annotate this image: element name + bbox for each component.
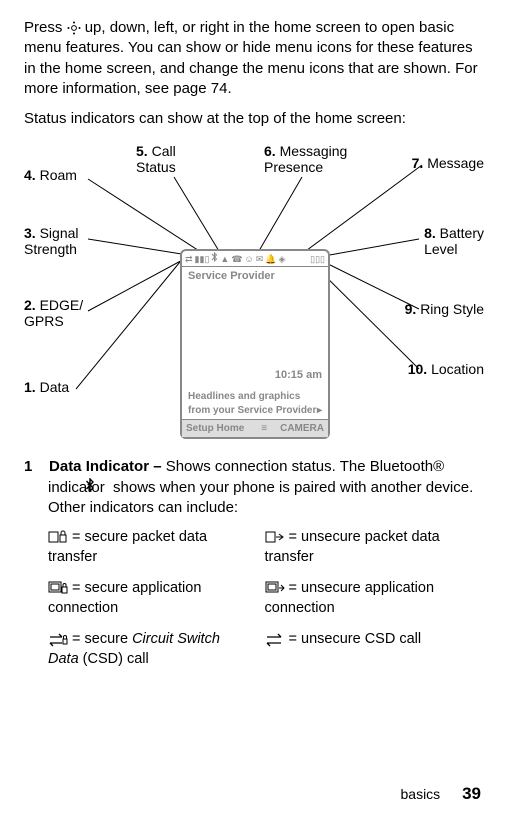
softkey-left: Setup Home [186, 422, 244, 436]
callout-1: 1. Data [24, 379, 69, 395]
callout-2: 2. EDGE/ GPRS [24, 297, 83, 329]
ring-icon: 🔔 [265, 253, 276, 265]
unsecure-csd-icon [265, 631, 285, 647]
callout-7: 7. Message [412, 155, 484, 171]
intro-paragraph-1: Press up, down, left, or right in the ho… [24, 18, 481, 99]
section-1: 1 Data Indicator – Shows connection stat… [24, 457, 481, 518]
row-unsecure-csd: = unsecure CSD call [265, 630, 472, 650]
clock: 10:15 am [275, 368, 322, 383]
footer-page: 39 [462, 784, 481, 803]
intro-text-a: Press [24, 19, 62, 36]
row-unsecure-app: = unsecure application connection [265, 579, 472, 618]
page-footer: basics 39 [401, 783, 482, 806]
ticker: Headlines and graphics from your Service… [188, 390, 322, 417]
callout-10: 10. Location [408, 361, 484, 377]
unsecure-app-icon [265, 580, 285, 596]
home-screen-diagram: 4. Roam 5. Call Status 6. Messaging Pres… [24, 139, 484, 449]
unsecure-packet-icon [265, 529, 285, 545]
indicator-col-right: = unsecure packet data transfer = unsecu… [265, 528, 482, 681]
callout-9: 9. Ring Style [405, 301, 484, 317]
footer-section: basics [401, 786, 441, 802]
service-provider: Service Provider [188, 269, 275, 284]
menu-icon: ≡ [261, 422, 263, 436]
roam-icon: ▲ [220, 253, 229, 265]
row-unsecure-packet: = unsecure packet data transfer [265, 528, 472, 567]
indicator-col-left: = secure packet data transfer = secure a… [48, 528, 265, 681]
row-secure-csd: = secure Circuit Switch Data (CSD) call [48, 630, 255, 669]
callout-3: 3. Signal Strength [24, 225, 79, 257]
intro-paragraph-2: Status indicators can show at the top of… [24, 109, 481, 129]
battery-icon: ▯▯▯ [310, 253, 325, 265]
softkey-right: CAMERA [280, 422, 324, 436]
nav-key-icon [67, 21, 81, 35]
row-secure-packet: = secure packet data transfer [48, 528, 255, 567]
presence-icon: ☺ [245, 253, 254, 265]
secure-packet-icon [48, 529, 68, 545]
call-icon: ☎ [231, 253, 242, 265]
signal-icon: ▮▮▯ [195, 253, 210, 265]
callout-8: 8. Battery Level [424, 225, 484, 257]
callout-4: 4. Roam [24, 167, 77, 183]
callout-6: 6. Messaging Presence [264, 143, 347, 175]
loc-icon: ◈ [279, 253, 286, 265]
msg-icon: ✉ [256, 253, 264, 265]
indicator-table: = secure packet data transfer = secure a… [24, 528, 481, 681]
row-secure-app: = secure application connection [48, 579, 255, 618]
callout-5: 5. Call Status [136, 143, 176, 175]
intro-text-b: up, down, left, or right in the home scr… [24, 19, 478, 97]
softkey-bar: Setup Home ≡ CAMERA [182, 419, 328, 437]
secure-csd-icon [48, 631, 68, 647]
phone-mockup: ⇄ ▮▮▯ ▲ ☎ ☺ ✉ 🔔 ◈ ▯▯▯ Service Provider 1… [180, 249, 330, 439]
status-bar: ⇄ ▮▮▯ ▲ ☎ ☺ ✉ 🔔 ◈ ▯▯▯ [182, 251, 328, 267]
data-icon: ⇄ [185, 253, 193, 265]
bluetooth-icon [211, 252, 218, 265]
secure-app-icon [48, 580, 68, 596]
